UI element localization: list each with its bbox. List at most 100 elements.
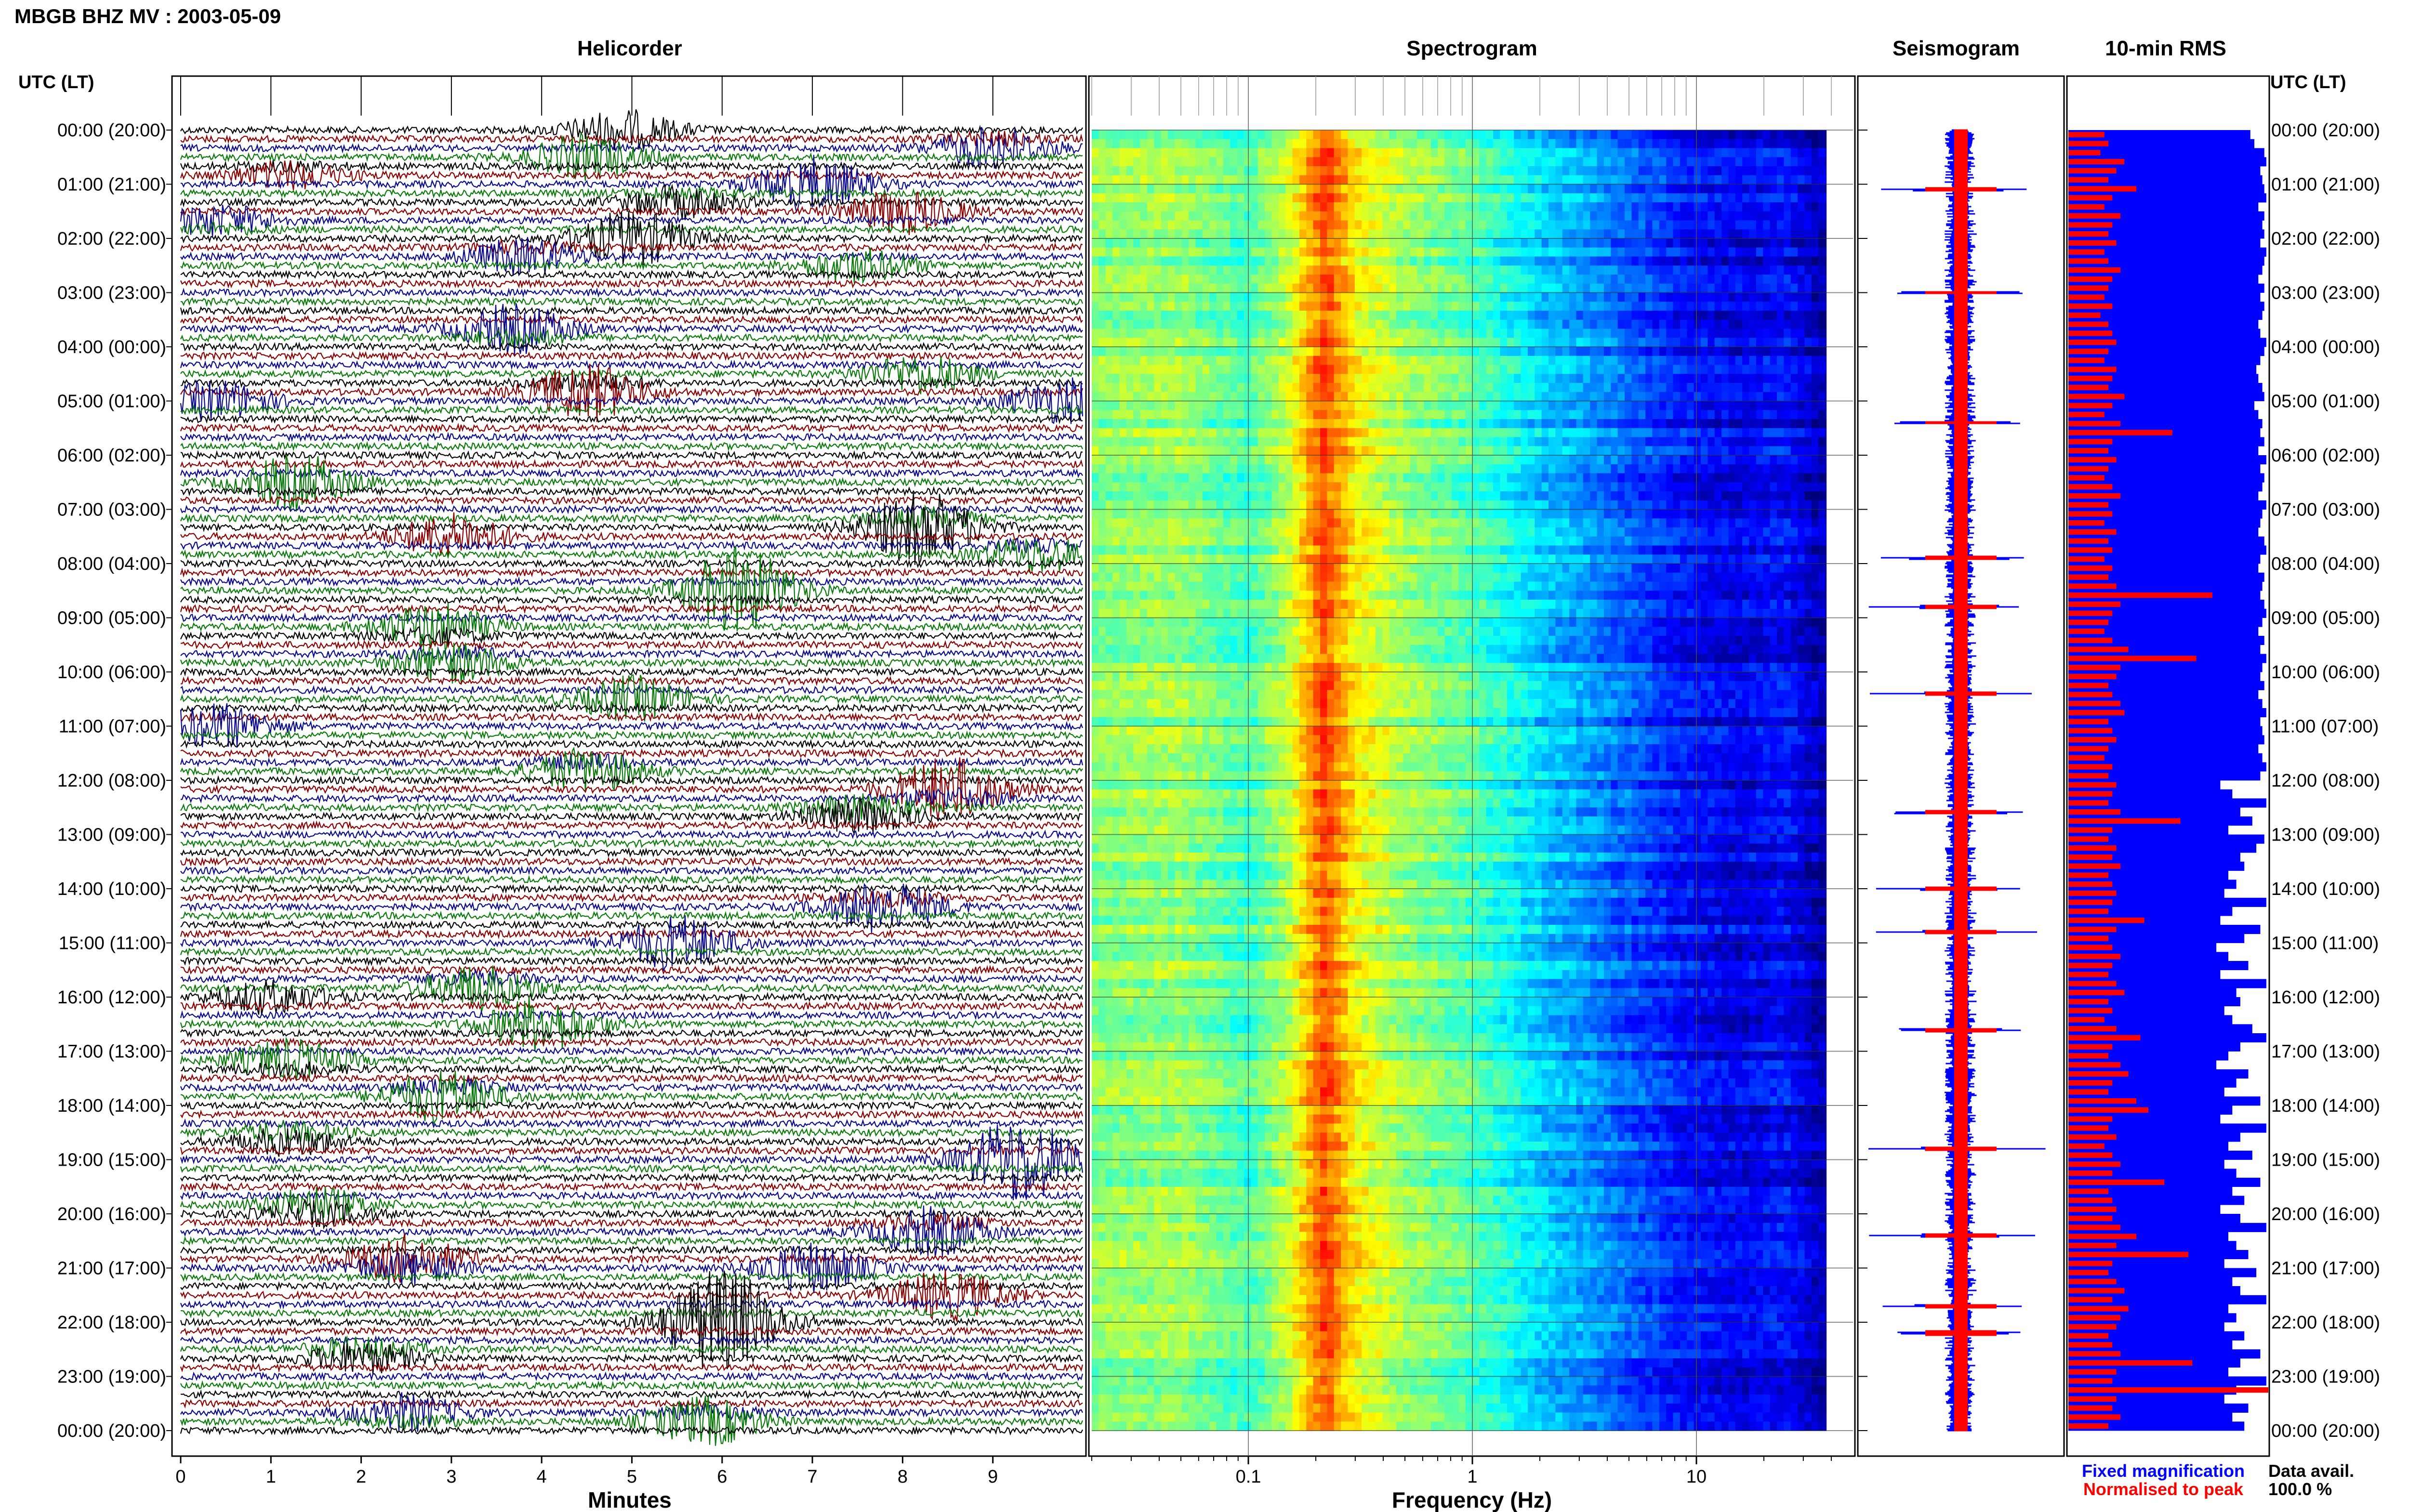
spectrogram-cell (1749, 329, 1757, 338)
spectrogram-cell (1161, 292, 1168, 302)
spectrogram-cell (1161, 401, 1168, 410)
spectrogram-cell (1285, 518, 1293, 528)
spectrogram-cell (1486, 283, 1494, 293)
spectrogram-cell (1784, 275, 1791, 284)
spectrogram-cell (1161, 365, 1168, 374)
spectrogram-cell (1597, 338, 1604, 347)
spectrogram-cell (1652, 229, 1660, 239)
spectrogram-cell (1721, 491, 1729, 501)
spectrogram-cell (1334, 518, 1341, 528)
spectrogram-cell (1687, 482, 1694, 492)
spectrogram-cell (1527, 518, 1535, 528)
spectrogram-cell (1617, 247, 1625, 257)
spectrogram-cell (1763, 455, 1771, 465)
spectrogram-cell (1666, 265, 1674, 275)
spectrogram-cell (1777, 437, 1784, 447)
spectrogram-cell (1175, 175, 1182, 185)
spectrogram-cell (1451, 464, 1459, 474)
spectrogram-cell (1728, 175, 1736, 185)
spectrogram-cell (1292, 401, 1300, 410)
spectrogram-cell (1444, 482, 1452, 492)
spectrogram-cell (1341, 392, 1349, 402)
spectrogram-cell (1500, 302, 1508, 311)
spectrogram-cell (1569, 509, 1577, 519)
spectrogram-cell (1334, 455, 1341, 465)
spectrogram-cell (1714, 482, 1722, 492)
spectrogram-cell (1707, 247, 1715, 257)
spectrogram-cell (1458, 401, 1466, 410)
spectrogram-cell (1099, 527, 1106, 537)
spectrogram-cell (1603, 130, 1611, 140)
spectrogram-cell (1735, 302, 1743, 311)
spectrogram-cell (1368, 202, 1376, 212)
helicorder-trace (180, 359, 1083, 370)
spectrogram-cell (1223, 464, 1231, 474)
spectrogram-cell (1389, 139, 1397, 149)
spectrogram-cell (1299, 446, 1307, 456)
spectrogram-cell (1638, 238, 1646, 248)
spectrogram-cell (1410, 355, 1417, 366)
spectrogram-cell (1112, 518, 1120, 528)
spectrogram-cell (1126, 410, 1134, 420)
spectrogram-cell (1694, 157, 1701, 167)
spectrogram-cell (1292, 184, 1300, 194)
helicorder-trace (180, 603, 1084, 652)
spectrogram-cell (1189, 455, 1196, 465)
spectrogram-cell (1631, 193, 1639, 203)
spectrogram-cell (1362, 392, 1369, 402)
helicorder-trace (180, 643, 1084, 684)
spectrogram-cell (1500, 319, 1508, 329)
spectrogram-cell (1673, 401, 1681, 410)
spectrogram-cell (1140, 319, 1148, 329)
spectrogram-cell (1811, 148, 1819, 158)
spectrogram-cell (1382, 437, 1390, 447)
spectrogram-cell (1735, 211, 1743, 221)
spectrogram-cell (1313, 419, 1321, 429)
spectrogram-cell (1354, 428, 1362, 438)
spectrogram-cell (1285, 275, 1293, 284)
spectrogram-cell (1341, 527, 1349, 537)
spectrogram-cell (1382, 184, 1390, 194)
spectrogram-cell (1181, 283, 1189, 293)
spectrogram-cell (1362, 355, 1369, 366)
spectrogram-cell (1348, 455, 1355, 465)
helicorder-trace (180, 567, 1084, 578)
spectrogram-cell (1299, 247, 1307, 257)
spectrogram-cell (1230, 428, 1238, 438)
spectrogram-cell (1306, 265, 1314, 275)
spectrogram-cell (1341, 166, 1349, 176)
spectrogram-cell (1092, 374, 1099, 383)
spectrogram-cell (1569, 302, 1577, 311)
spectrogram-cell (1798, 392, 1805, 402)
spectrogram-cell (1430, 275, 1438, 284)
spectrogram-cell (1825, 202, 1827, 212)
spectrogram-cell (1362, 527, 1369, 537)
spectrogram-cell (1694, 265, 1701, 275)
spectrogram-cell (1306, 211, 1314, 221)
spectrogram-cell (1237, 211, 1244, 221)
spectrogram-cell (1168, 365, 1175, 374)
spectrogram-cell (1438, 193, 1445, 203)
spectrogram-cell (1341, 130, 1349, 140)
spectrogram-cell (1763, 355, 1771, 366)
helicorder-trace (180, 820, 1083, 831)
spectrogram-cell (1181, 329, 1189, 338)
spectrogram-cell (1514, 319, 1522, 329)
spectrogram-cell (1694, 437, 1701, 447)
spectrogram-cell (1701, 148, 1708, 158)
spectrogram-cell (1189, 220, 1196, 230)
spectrogram-cell (1576, 175, 1584, 185)
spectrogram-cell (1244, 283, 1251, 293)
spectrogram-cell (1825, 419, 1827, 429)
spectrogram-cell (1216, 166, 1224, 176)
spectrogram-cell (1410, 500, 1417, 510)
spectrogram-cell (1687, 355, 1694, 366)
spectrogram-cell (1244, 175, 1251, 185)
spectrogram-cell (1140, 355, 1148, 366)
spectrogram-cell (1500, 347, 1508, 356)
spectrogram-cell (1126, 202, 1134, 212)
spectrogram-cell (1742, 166, 1750, 176)
spectrogram-cell (1313, 401, 1321, 410)
spectrogram-cell (1285, 383, 1293, 393)
spectrogram-cell (1438, 347, 1445, 356)
